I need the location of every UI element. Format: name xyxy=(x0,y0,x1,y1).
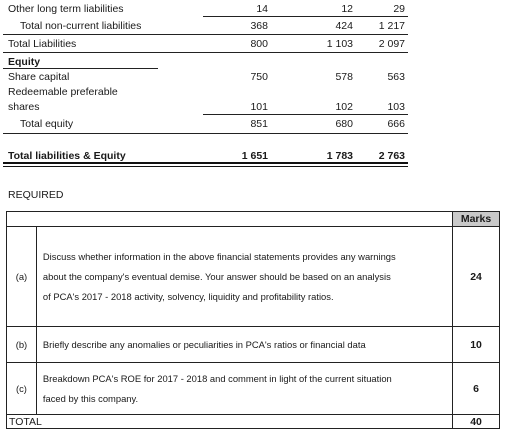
cell-value: 2 763 xyxy=(378,150,405,162)
cell-value: 750 xyxy=(250,71,268,83)
total-label: TOTAL xyxy=(5,414,454,429)
cell-value: 102 xyxy=(335,101,353,113)
requirements-table: Marks (a) Discuss whether information in… xyxy=(5,211,500,429)
row-label-total-liabilities: Total Liabilities xyxy=(8,38,77,50)
double-rule xyxy=(3,162,408,164)
cell-value: 1 103 xyxy=(326,38,353,50)
table-row: (a) Discuss whether information in the a… xyxy=(6,226,500,327)
table-row: (b) Briefly describe any anomalies or pe… xyxy=(6,326,500,363)
item-text-line: of PCA's 2017 - 2018 activity, solvency,… xyxy=(42,290,334,302)
cell-value: 666 xyxy=(387,118,405,130)
table-header-row: Marks xyxy=(5,211,500,227)
item-text-line: about the company's eventual demise. You… xyxy=(42,270,391,282)
section-heading-equity: Equity xyxy=(8,56,41,68)
rule xyxy=(203,114,408,115)
item-text: Briefly describe any anomalies or peculi… xyxy=(35,326,454,363)
item-text: Breakdown PCA's ROE for 2017 - 2018 and … xyxy=(35,362,454,415)
row-label-total-equity: Total equity xyxy=(20,118,74,130)
cell-value: 103 xyxy=(387,101,405,113)
cell-value: 424 xyxy=(335,20,353,32)
item-text-line: faced by this company. xyxy=(42,392,139,404)
rule xyxy=(203,16,408,17)
required-heading: REQUIRED xyxy=(8,189,64,201)
cell-value: 800 xyxy=(250,38,268,50)
marks-header: Marks xyxy=(452,211,500,227)
cell-value: 1 651 xyxy=(241,150,268,162)
cell-value: 368 xyxy=(250,20,268,32)
item-marks: 24 xyxy=(452,226,500,327)
cell-value: 14 xyxy=(256,3,268,15)
row-label-total-non-current-liabilities: Total non-current liabilities xyxy=(20,20,142,32)
cell-value: 2 097 xyxy=(378,38,405,50)
item-letter: (b) xyxy=(6,326,37,363)
total-row: TOTAL 40 xyxy=(5,414,500,429)
row-label-share-capital: Share capital xyxy=(8,71,70,83)
row-label-redeemable-preferable: Redeemable preferable xyxy=(8,86,118,98)
cell-value: 29 xyxy=(393,3,405,15)
item-letter: (c) xyxy=(6,362,37,415)
cell-value: 1 217 xyxy=(378,20,405,32)
item-text-line: Discuss whether information in the above… xyxy=(42,250,396,262)
cell-value: 12 xyxy=(341,3,353,15)
rule xyxy=(3,133,408,134)
row-label-total-liabilities-equity: Total liabilities & Equity xyxy=(8,150,126,162)
table-row: (c) Breakdown PCA's ROE for 2017 - 2018 … xyxy=(6,362,500,415)
cell-value: 851 xyxy=(250,118,268,130)
double-rule xyxy=(3,166,408,167)
cell-value: 1 783 xyxy=(326,150,353,162)
total-marks: 40 xyxy=(452,414,500,429)
item-letter: (a) xyxy=(6,226,37,327)
cell-value: 563 xyxy=(387,71,405,83)
item-text-line: Briefly describe any anomalies or peculi… xyxy=(42,338,366,350)
rule xyxy=(3,34,408,35)
item-marks: 10 xyxy=(452,326,500,363)
rule xyxy=(3,52,408,53)
item-marks: 6 xyxy=(452,362,500,415)
cell-value: 680 xyxy=(335,118,353,130)
item-text: Discuss whether information in the above… xyxy=(35,226,454,327)
cell-value: 578 xyxy=(335,71,353,83)
item-text-line: Breakdown PCA's ROE for 2017 - 2018 and … xyxy=(42,372,392,384)
rule xyxy=(3,68,158,69)
cell-value: 101 xyxy=(250,101,268,113)
row-label-shares: shares xyxy=(8,101,40,113)
header-spacer xyxy=(5,211,454,227)
row-label-other-long-term-liabilities: Other long term liabilities xyxy=(8,3,124,15)
